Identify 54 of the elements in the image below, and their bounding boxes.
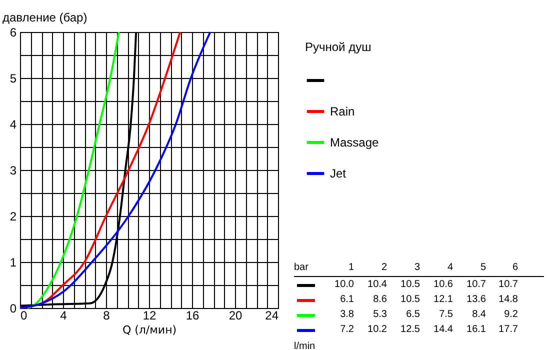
text: 10.6 <box>434 279 453 290</box>
legend-label: Rain <box>330 104 355 118</box>
y-tick-label: 6 <box>10 26 17 40</box>
text: 6.1 <box>339 294 354 305</box>
x-tick-label: 8 <box>103 308 110 322</box>
text: 10.0 <box>334 279 354 290</box>
text: 16.1 <box>466 324 486 335</box>
text: 17.7 <box>498 324 518 335</box>
text: 10.2 <box>368 324 387 335</box>
text: 8.4 <box>472 309 486 320</box>
y-tick-label: 5 <box>10 72 17 86</box>
x-tick-label: 0 <box>20 308 28 322</box>
text: 9.2 <box>504 309 518 320</box>
line-series <box>19 31 182 309</box>
text: 5.3 <box>373 309 387 320</box>
text: 1 <box>347 262 354 273</box>
x-tick-label: 4 <box>60 308 68 322</box>
text: 8.6 <box>373 294 387 305</box>
text: 12.5 <box>400 324 420 335</box>
text: 14.4 <box>434 324 453 335</box>
text: 10.5 <box>400 294 420 305</box>
y-tick-label: 2 <box>10 210 17 224</box>
y-tick-label: 3 <box>10 164 17 178</box>
y-tick-label: 1 <box>10 256 17 270</box>
legend-label: Massage <box>330 136 380 150</box>
x-tick-label: 12 <box>142 308 156 322</box>
text: 3.8 <box>339 309 354 320</box>
text: 3 <box>414 262 420 273</box>
text: 10.7 <box>498 279 518 290</box>
text: l/min <box>294 341 316 350</box>
legend-title: Ручной душ <box>305 40 372 54</box>
text: 7.2 <box>339 324 354 335</box>
text: 13.6 <box>466 294 486 305</box>
x-tick-label: 16 <box>186 308 200 322</box>
text: 6.5 <box>406 309 420 320</box>
text: 4 <box>447 262 453 273</box>
text: 12.1 <box>434 294 453 305</box>
text: 7.5 <box>439 309 453 320</box>
x-tick-label: 24 <box>265 308 279 322</box>
text: 10.4 <box>368 279 387 290</box>
y-axis-title: давление (бар) <box>2 10 88 24</box>
x-axis-title: Q (л/мин) <box>122 324 177 336</box>
line-series <box>26 31 120 309</box>
text: 14.8 <box>498 294 518 305</box>
y-tick-label: 4 <box>10 118 17 132</box>
x-tick-label: 20 <box>228 308 242 322</box>
line-series <box>19 31 212 309</box>
text: 6 <box>512 262 518 273</box>
text: 2 <box>381 262 387 273</box>
text: 5 <box>480 262 486 273</box>
text: 10.5 <box>400 279 420 290</box>
legend-label: Jet <box>330 166 347 180</box>
text: bar <box>294 262 310 273</box>
text: 10.7 <box>466 279 486 290</box>
